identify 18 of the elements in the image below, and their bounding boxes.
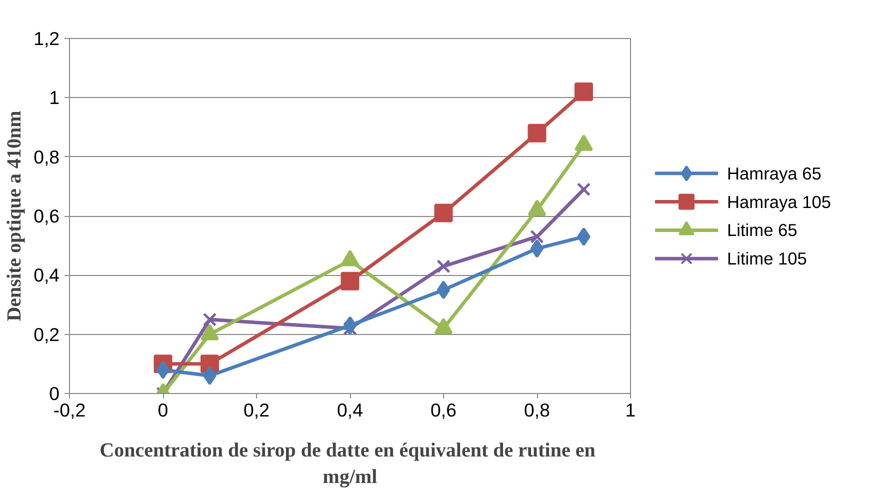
x-tick-label: 0,2 [244, 400, 270, 420]
y-tick-label: 0,4 [34, 264, 60, 286]
y-tick-label: 1,2 [34, 28, 60, 49]
x-tick-label: 0,8 [524, 400, 550, 420]
legend-label: Litime 105 [727, 248, 807, 269]
x-tick-label: 0,4 [337, 400, 363, 420]
y-axis-title: Densite optique a 410nm [4, 110, 26, 322]
legend-label: Litime 65 [727, 220, 798, 240]
legend-label: Hamraya 105 [727, 192, 832, 212]
y-tick-label: 1 [49, 87, 60, 108]
x-axis-title: Concentration de sirop de datte en équivalent de rutine en mg/ml [100, 440, 596, 488]
x-tick-label: 0 [158, 400, 168, 420]
y-tick-label: 0,8 [34, 146, 60, 168]
y-tick-label: 0,6 [34, 206, 60, 226]
x-tick-label: 0,6 [430, 400, 456, 420]
legend-label: Hamraya 65 [727, 163, 822, 184]
x-tick-label: 1 [625, 400, 636, 420]
y-tick-label: 0,2 [34, 324, 60, 345]
